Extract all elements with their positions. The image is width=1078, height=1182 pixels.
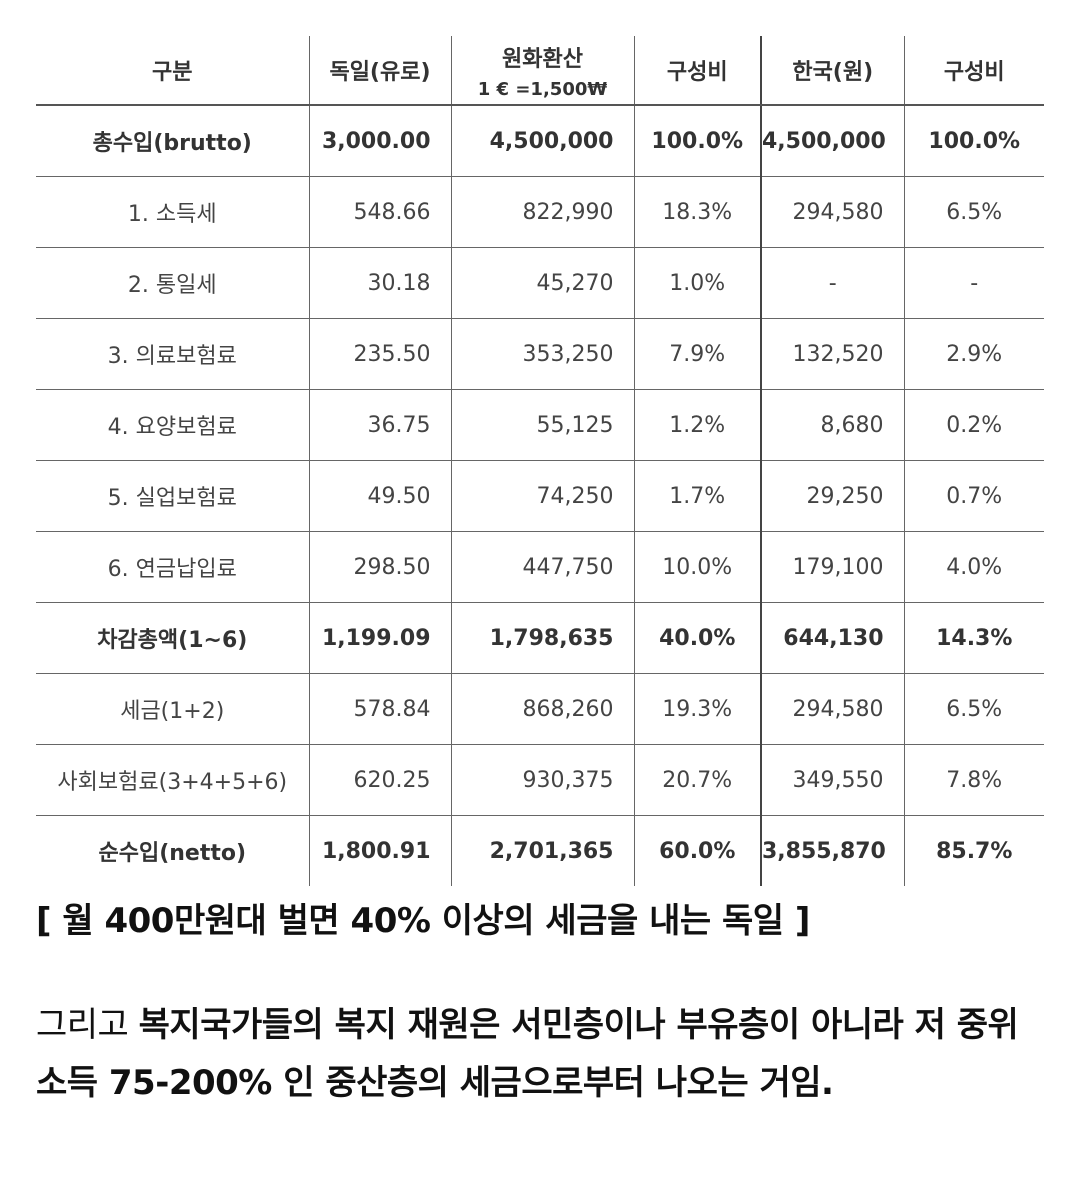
cell-korea-ratio: 6.5% bbox=[903, 176, 1044, 248]
cell-germany-eur: 3,000.00 bbox=[308, 105, 451, 177]
cell-krw-conversion: 4,500,000 bbox=[450, 105, 634, 177]
cell-korea-ratio: 100.0% bbox=[903, 105, 1044, 177]
cell-korea-krw: - bbox=[760, 247, 904, 319]
cell-germany-ratio: 1.7% bbox=[633, 460, 761, 532]
cell-germany-ratio: 19.3% bbox=[633, 673, 761, 745]
cell-korea-ratio: 2.9% bbox=[903, 318, 1044, 390]
cell-krw-conversion: 2,701,365 bbox=[450, 815, 634, 886]
body-paragraph: 그리고 복지국가들의 복지 재원은 서민층이나 부유층이 아니라 저 중위소득 … bbox=[36, 996, 1046, 1112]
cell-krw-conversion: 447,750 bbox=[450, 531, 634, 603]
cell-germany-ratio: 1.0% bbox=[633, 247, 761, 319]
cell-korea-ratio: 85.7% bbox=[903, 815, 1044, 886]
row-label: 순수입(netto) bbox=[98, 841, 247, 866]
row-label: 총수입(brutto) bbox=[92, 131, 252, 156]
header-exchange-rate: 1 € =1,500₩ bbox=[477, 78, 608, 100]
header-korea-ratio: 구성비 bbox=[903, 36, 1044, 106]
table-row: 2. 통일세 30.18 45,270 1.0% - - bbox=[36, 247, 1044, 319]
row-label: 1. 소득세 bbox=[127, 202, 217, 227]
cell-korea-ratio: 14.3% bbox=[903, 602, 1044, 674]
cell-korea-krw: 644,130 bbox=[760, 602, 904, 674]
header-korea-krw: 한국(원) bbox=[760, 36, 904, 106]
cell-korea-krw: 294,580 bbox=[760, 176, 904, 248]
cell-korea-ratio: 0.7% bbox=[903, 460, 1044, 532]
table-row: 차감총액(1~6) 1,199.09 1,798,635 40.0% 644,130 14… bbox=[36, 602, 1044, 674]
row-label: 2. 통일세 bbox=[127, 273, 217, 298]
table-header-row: 구분 독일(유로) 원화환산 1 € =1,500₩ 구성비 한국(원) 구성비 bbox=[36, 36, 1044, 106]
cell-korea-ratio: 6.5% bbox=[903, 673, 1044, 745]
cell-germany-eur: 1,800.91 bbox=[308, 815, 451, 886]
cell-korea-krw: 8,680 bbox=[760, 389, 904, 461]
table-row: 3. 의료보험료 235.50 353,250 7.9% 132,520 2.9% bbox=[36, 318, 1044, 390]
cell-germany-eur: 1,199.09 bbox=[308, 602, 451, 674]
row-label: 6. 연금납입료 bbox=[107, 557, 237, 582]
cell-krw-conversion: 45,270 bbox=[450, 247, 634, 319]
cell-germany-eur: 620.25 bbox=[308, 744, 451, 816]
row-label: 세금(1+2) bbox=[120, 699, 225, 724]
header-germany-ratio: 구성비 bbox=[633, 36, 761, 106]
cell-korea-krw: 349,550 bbox=[760, 744, 904, 816]
cell-korea-krw: 294,580 bbox=[760, 673, 904, 745]
cell-korea-krw: 132,520 bbox=[760, 318, 904, 390]
table-row: 6. 연금납입료 298.50 447,750 10.0% 179,100 4.0% bbox=[36, 531, 1044, 603]
cell-germany-ratio: 10.0% bbox=[633, 531, 761, 603]
cell-korea-krw: 179,100 bbox=[760, 531, 904, 603]
row-label: 5. 실업보험료 bbox=[107, 486, 237, 511]
cell-germany-eur: 298.50 bbox=[308, 531, 451, 603]
table-row: 세금(1+2) 578.84 868,260 19.3% 294,580 6.5% bbox=[36, 673, 1044, 745]
row-label: 4. 요양보험료 bbox=[107, 415, 237, 440]
header-krw-conversion: 원화환산 1 € =1,500₩ bbox=[450, 36, 634, 106]
table-row: 4. 요양보험료 36.75 55,125 1.2% 8,680 0.2% bbox=[36, 389, 1044, 461]
cell-germany-ratio: 20.7% bbox=[633, 744, 761, 816]
cell-germany-eur: 49.50 bbox=[308, 460, 451, 532]
cell-krw-conversion: 868,260 bbox=[450, 673, 634, 745]
cell-germany-eur: 235.50 bbox=[308, 318, 451, 390]
table-caption: [ 월 400만원대 벌면 40% 이상의 세금을 내는 독일 ] bbox=[36, 901, 810, 941]
cell-korea-krw: 29,250 bbox=[760, 460, 904, 532]
table-row: 순수입(netto) 1,800.91 2,701,365 60.0% 3,855,87… bbox=[36, 815, 1044, 886]
paragraph-bold: 복지국가들의 복지 재원은 서민층이나 부유층이 아니라 저 중위소득 75-2… bbox=[36, 1005, 1019, 1103]
cell-germany-eur: 548.66 bbox=[308, 176, 451, 248]
cell-krw-conversion: 1,798,635 bbox=[450, 602, 634, 674]
cell-korea-ratio: - bbox=[903, 247, 1044, 319]
tax-comparison-table: 구분 독일(유로) 원화환산 1 € =1,500₩ 구성비 한국(원) 구성비… bbox=[36, 36, 1044, 886]
row-label: 사회보험료(3+4+5+6) bbox=[57, 770, 288, 795]
tax-comparison-table-wrap: 구분 독일(유로) 원화환산 1 € =1,500₩ 구성비 한국(원) 구성비… bbox=[36, 36, 1044, 886]
cell-germany-eur: 30.18 bbox=[308, 247, 451, 319]
cell-germany-eur: 578.84 bbox=[308, 673, 451, 745]
cell-krw-conversion: 74,250 bbox=[450, 460, 634, 532]
cell-germany-ratio: 7.9% bbox=[633, 318, 761, 390]
table-row: 5. 실업보험료 49.50 74,250 1.7% 29,250 0.7% bbox=[36, 460, 1044, 532]
cell-korea-krw: 3,855,870 bbox=[760, 815, 904, 886]
cell-germany-ratio: 1.2% bbox=[633, 389, 761, 461]
header-krw-conversion-title: 원화환산 bbox=[502, 46, 583, 72]
cell-krw-conversion: 822,990 bbox=[450, 176, 634, 248]
row-label: 차감총액(1~6) bbox=[97, 628, 248, 653]
cell-germany-ratio: 40.0% bbox=[633, 602, 761, 674]
cell-krw-conversion: 353,250 bbox=[450, 318, 634, 390]
table-row: 사회보험료(3+4+5+6) 620.25 930,375 20.7% 349,550 7… bbox=[36, 744, 1044, 816]
table-body: 총수입(brutto) 3,000.00 4,500,000 100.0% 4,500,… bbox=[36, 105, 1044, 886]
table-row: 총수입(brutto) 3,000.00 4,500,000 100.0% 4,500,… bbox=[36, 105, 1044, 177]
cell-krw-conversion: 55,125 bbox=[450, 389, 634, 461]
cell-korea-krw: 4,500,000 bbox=[760, 105, 904, 177]
header-category: 구분 bbox=[36, 36, 309, 106]
table-row: 1. 소득세 548.66 822,990 18.3% 294,580 6.5% bbox=[36, 176, 1044, 248]
row-label: 3. 의료보험료 bbox=[107, 344, 237, 369]
cell-krw-conversion: 930,375 bbox=[450, 744, 634, 816]
cell-germany-ratio: 100.0% bbox=[633, 105, 761, 177]
paragraph-lead: 그리고 bbox=[36, 1005, 139, 1045]
cell-germany-ratio: 18.3% bbox=[633, 176, 761, 248]
cell-korea-ratio: 4.0% bbox=[903, 531, 1044, 603]
cell-korea-ratio: 7.8% bbox=[903, 744, 1044, 816]
header-germany-eur: 독일(유로) bbox=[308, 36, 451, 106]
cell-germany-ratio: 60.0% bbox=[633, 815, 761, 886]
cell-germany-eur: 36.75 bbox=[308, 389, 451, 461]
cell-korea-ratio: 0.2% bbox=[903, 389, 1044, 461]
